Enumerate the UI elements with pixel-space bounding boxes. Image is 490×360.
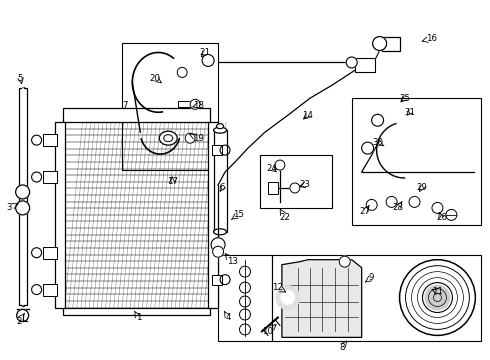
Bar — [382, 37, 399, 50]
Text: 22: 22 — [279, 213, 291, 222]
Text: 24: 24 — [267, 163, 277, 172]
Text: 1: 1 — [136, 313, 141, 322]
Text: 3: 3 — [6, 203, 11, 212]
Bar — [212, 145, 222, 155]
Text: 25: 25 — [399, 94, 410, 103]
Text: 13: 13 — [226, 257, 238, 266]
Text: 12: 12 — [272, 283, 283, 292]
Text: 10: 10 — [263, 327, 273, 336]
Ellipse shape — [214, 127, 226, 133]
Polygon shape — [282, 260, 362, 337]
Text: 21: 21 — [199, 48, 211, 57]
Circle shape — [276, 285, 300, 310]
Circle shape — [446, 210, 457, 220]
Bar — [122, 42, 218, 170]
Text: 20: 20 — [150, 74, 161, 83]
Ellipse shape — [159, 131, 177, 145]
Text: 15: 15 — [233, 210, 244, 219]
Circle shape — [240, 296, 250, 307]
Circle shape — [424, 285, 450, 310]
Text: 8: 8 — [339, 343, 344, 352]
Bar — [63, 108, 210, 122]
Text: 6: 6 — [220, 184, 225, 193]
Ellipse shape — [164, 135, 172, 141]
Text: 27: 27 — [359, 207, 370, 216]
Bar — [43, 284, 56, 296]
Text: 19: 19 — [193, 134, 203, 143]
Bar — [208, 122, 218, 307]
Circle shape — [16, 185, 29, 199]
Bar — [19, 88, 26, 305]
Text: 11: 11 — [432, 287, 443, 296]
Circle shape — [17, 310, 28, 321]
Text: 23: 23 — [299, 180, 310, 189]
Bar — [178, 101, 192, 107]
Circle shape — [290, 183, 300, 193]
Circle shape — [240, 266, 250, 277]
Bar — [212, 275, 222, 285]
Bar — [268, 182, 278, 194]
Circle shape — [372, 37, 387, 50]
Text: 16: 16 — [426, 34, 437, 43]
Text: 4: 4 — [225, 313, 231, 322]
Bar — [43, 171, 56, 183]
Text: 17: 17 — [167, 177, 178, 186]
Bar — [352, 98, 481, 225]
Text: 29: 29 — [416, 184, 427, 193]
Bar — [43, 134, 56, 146]
Text: 30: 30 — [372, 138, 383, 147]
Circle shape — [346, 57, 357, 68]
Circle shape — [240, 282, 250, 293]
Text: 26: 26 — [436, 213, 447, 222]
Bar — [214, 130, 226, 232]
Circle shape — [240, 324, 250, 335]
Circle shape — [409, 197, 420, 207]
Circle shape — [185, 133, 195, 143]
Text: 14: 14 — [302, 111, 313, 120]
Circle shape — [281, 291, 295, 305]
Text: 28: 28 — [392, 203, 403, 212]
Circle shape — [211, 238, 225, 252]
Circle shape — [240, 309, 250, 320]
Text: 18: 18 — [193, 101, 204, 110]
Circle shape — [190, 99, 200, 109]
Text: 5: 5 — [18, 74, 24, 83]
Bar — [54, 122, 65, 307]
Bar — [272, 255, 481, 341]
Circle shape — [16, 201, 29, 215]
Text: 31: 31 — [404, 108, 415, 117]
Text: 7: 7 — [122, 101, 128, 110]
Circle shape — [177, 67, 187, 77]
Circle shape — [213, 246, 223, 257]
Ellipse shape — [214, 229, 226, 235]
Ellipse shape — [217, 124, 223, 129]
Circle shape — [371, 114, 384, 126]
Bar — [43, 247, 56, 259]
Text: 2: 2 — [16, 317, 22, 326]
Circle shape — [339, 256, 350, 267]
Bar — [218, 255, 272, 341]
Circle shape — [202, 54, 214, 67]
Bar — [63, 307, 210, 315]
Bar — [260, 155, 332, 208]
Circle shape — [275, 160, 285, 170]
Circle shape — [362, 142, 374, 154]
Circle shape — [386, 197, 397, 207]
Circle shape — [366, 199, 377, 210]
Circle shape — [432, 202, 443, 213]
Bar — [355, 58, 375, 72]
Text: 9: 9 — [369, 273, 374, 282]
